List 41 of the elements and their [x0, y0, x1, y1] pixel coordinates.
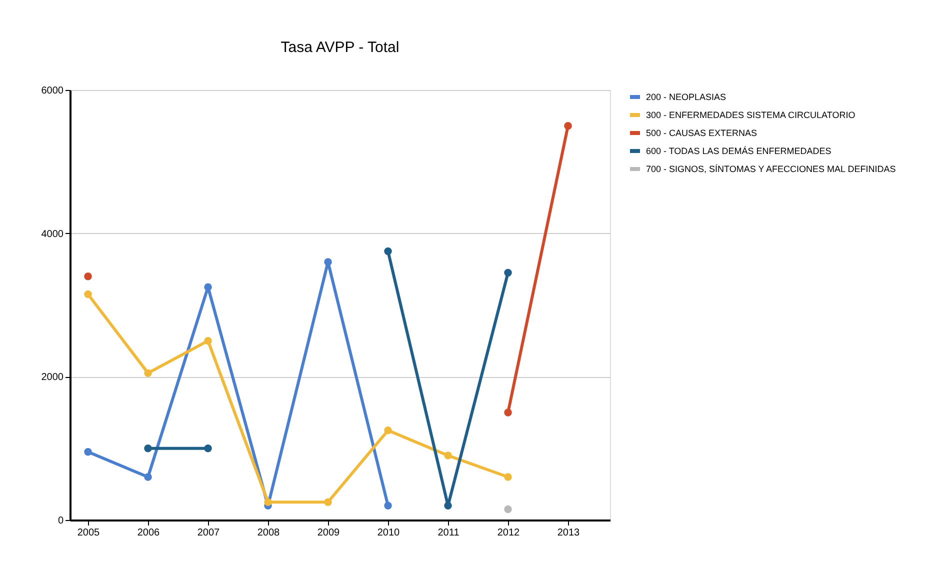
legend-label: 700 - SIGNOS, SÍNTOMAS Y AFECCIONES MAL DEFINIDAS [646, 164, 896, 174]
y-tick-label: 2000 [41, 372, 64, 384]
point [144, 473, 152, 481]
point [324, 258, 332, 266]
point [204, 336, 212, 345]
y-tick-label: 6000 [41, 86, 64, 96]
point [84, 290, 92, 298]
x-tick-label: 2007 [197, 528, 220, 538]
x-tick-label: 2013 [557, 528, 580, 538]
x-tick-label: 2008 [257, 528, 280, 538]
legend-label: 200 - NEOPLASIAS [646, 92, 726, 102]
x-tick-label: 2012 [497, 528, 520, 538]
x-tick-label: 2011 [438, 528, 460, 538]
point [564, 122, 572, 130]
point [504, 268, 512, 277]
x-tick-label: 2005 [77, 528, 100, 538]
point [204, 283, 212, 291]
chart-title: Tasa AVPP - Total [280, 39, 400, 56]
point [264, 498, 272, 506]
point [444, 452, 452, 460]
point [84, 272, 92, 280]
point [84, 448, 92, 456]
point [444, 502, 452, 510]
point [504, 505, 512, 514]
x-tick-label: 2010 [377, 528, 400, 538]
point [144, 444, 152, 452]
legend-label: 300 - ENFERMEDADES SISTEMA CIRCULATORIO [646, 110, 856, 120]
y-tick-label: 0 [58, 516, 64, 526]
point [384, 247, 392, 256]
y-tick-label: 4000 [41, 228, 64, 240]
point [384, 502, 392, 510]
x-tick-label: 2009 [317, 528, 340, 538]
legend-label: 600 - TODAS LAS DEMÁS ENFERMEDADES [646, 146, 832, 156]
point [384, 426, 392, 434]
point [504, 408, 512, 416]
point [204, 444, 212, 452]
point [324, 498, 332, 506]
point [504, 473, 512, 481]
x-tick-label: 2006 [137, 528, 160, 538]
legend-label: 500 - CAUSAS EXTERNAS [646, 128, 758, 138]
point [144, 369, 152, 377]
